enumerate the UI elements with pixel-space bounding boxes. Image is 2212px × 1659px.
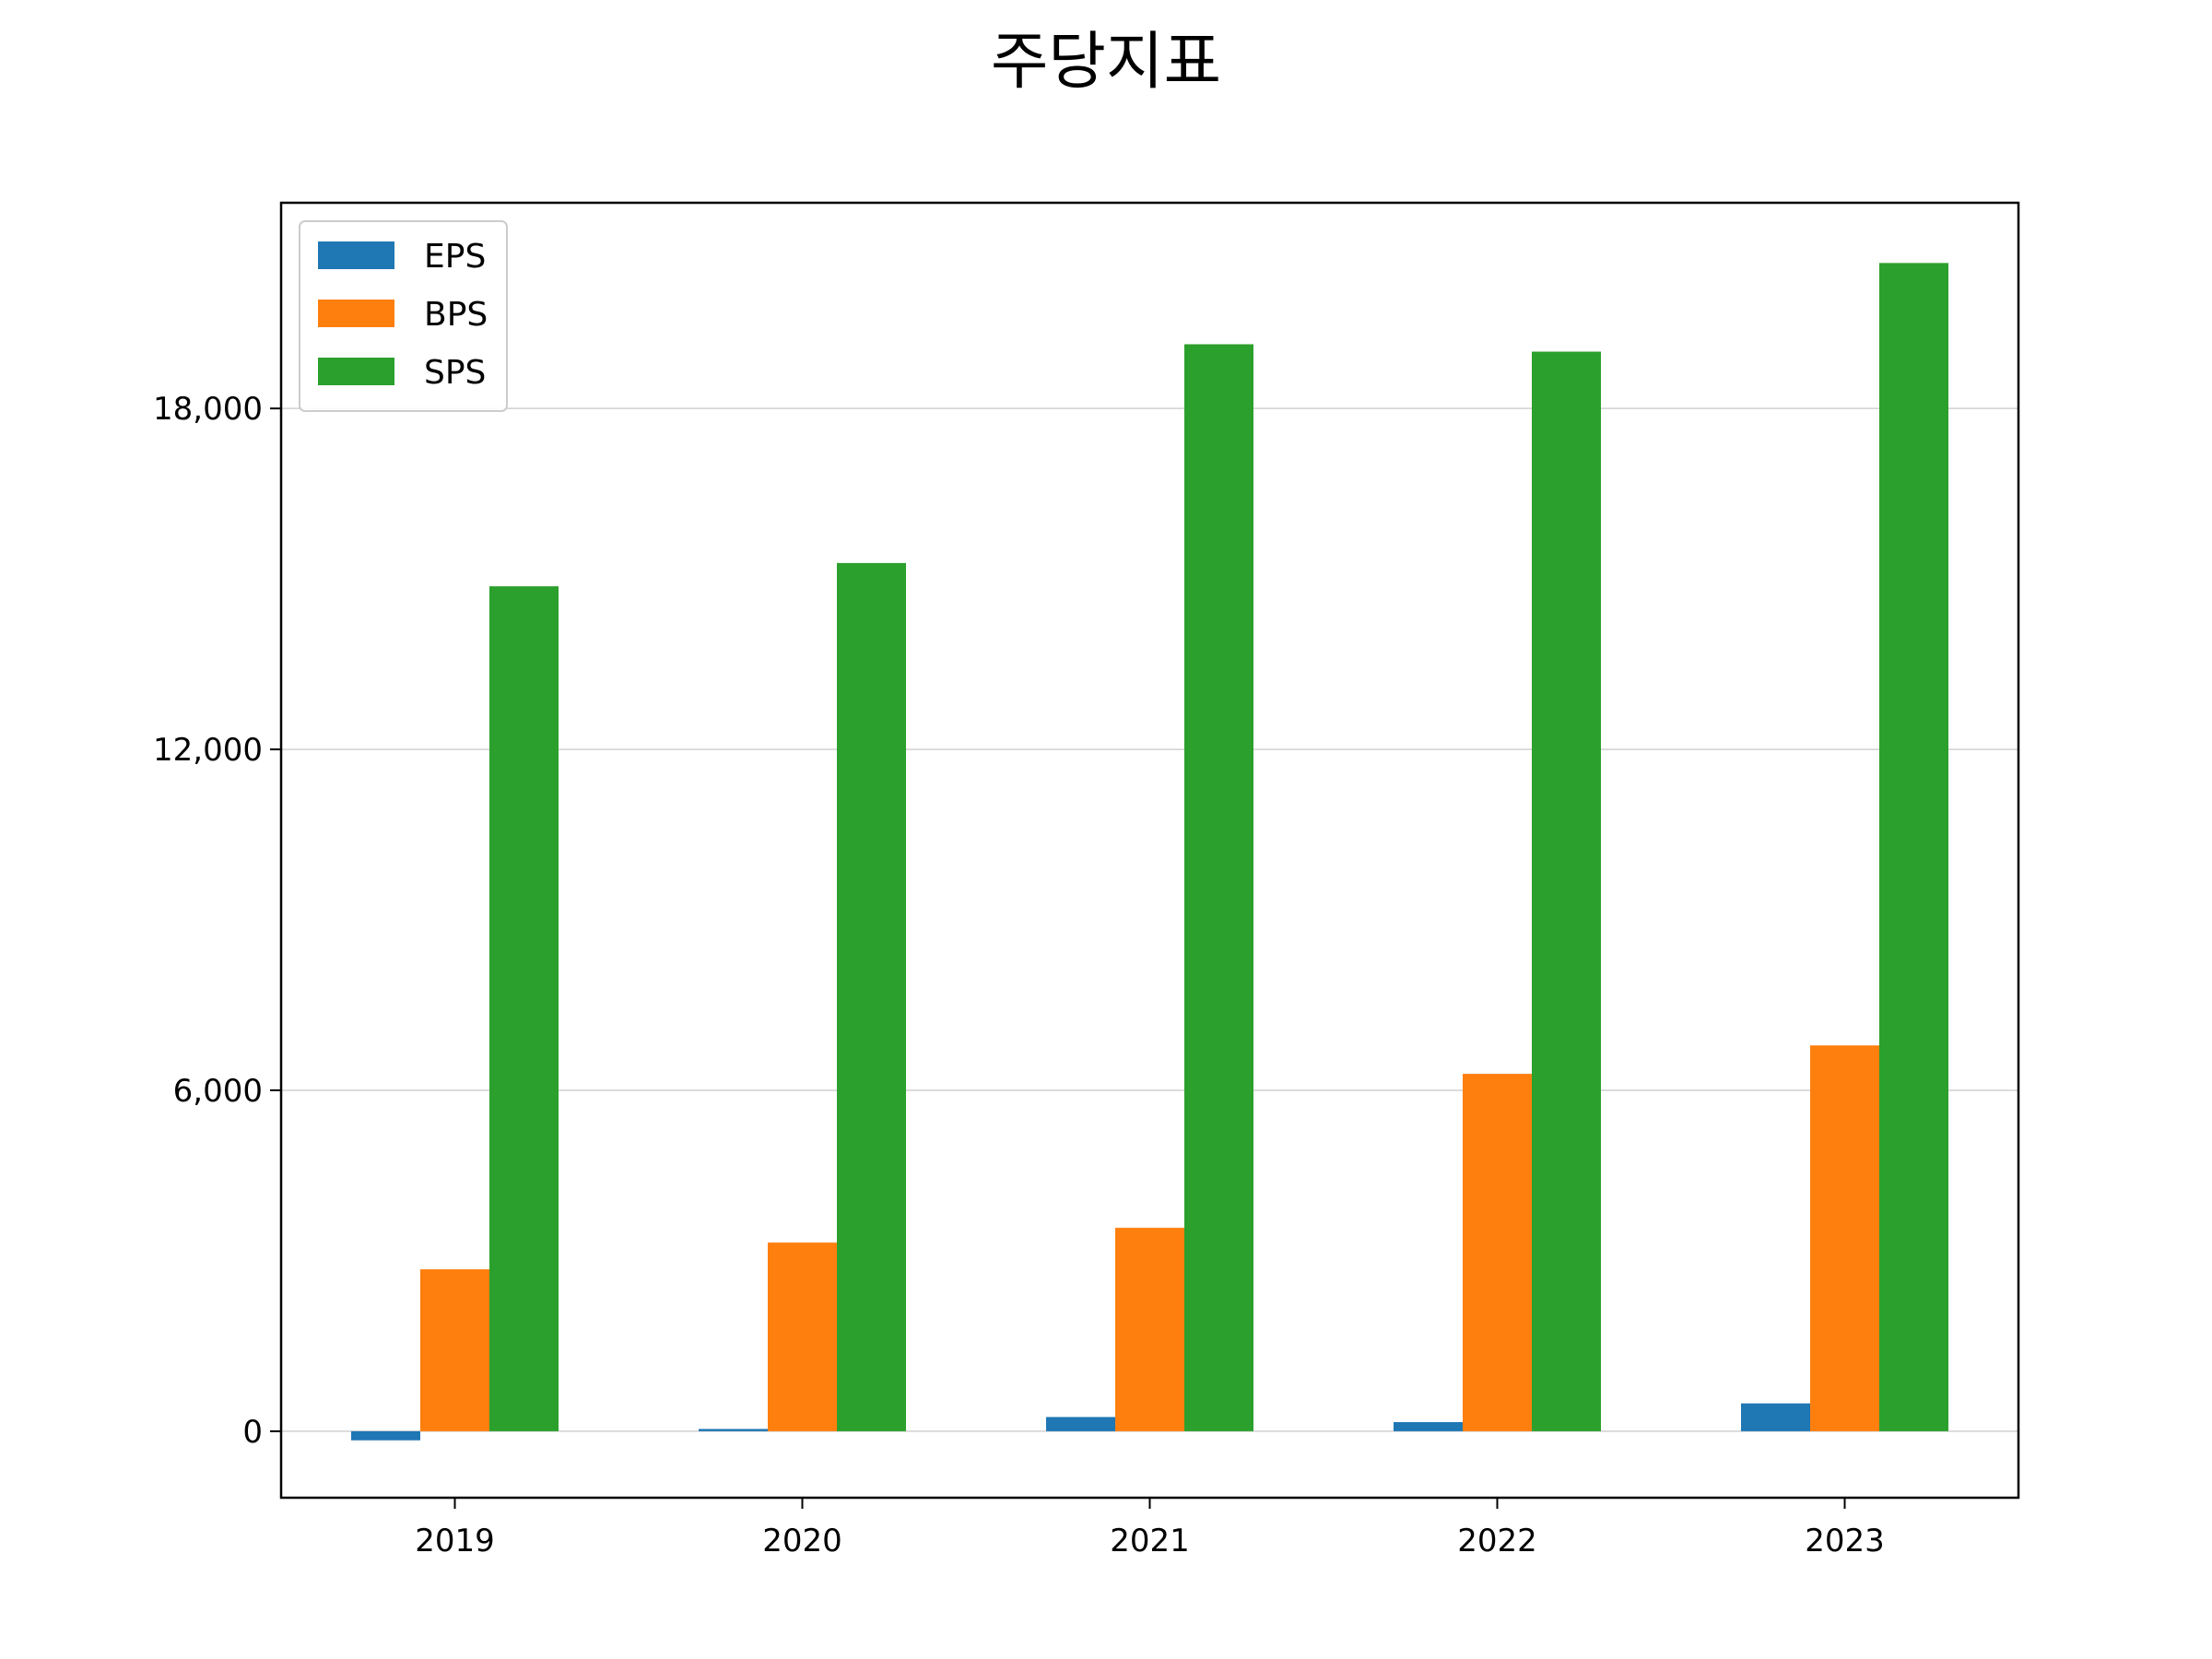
y-tick-label: 6,000 — [173, 1073, 263, 1110]
legend-swatch-sps — [318, 358, 394, 385]
legend-label-sps: SPS — [424, 354, 486, 392]
y-tick-label: 18,000 — [153, 391, 263, 428]
bar-eps-2023 — [1741, 1403, 1810, 1431]
bar-bps-2020 — [768, 1242, 837, 1431]
legend: EPS BPS SPS — [299, 220, 508, 412]
x-tick-label: 2019 — [415, 1523, 495, 1559]
bar-bps-2022 — [1463, 1074, 1532, 1431]
legend-label-eps: EPS — [424, 238, 486, 276]
bar-eps-2019 — [351, 1430, 420, 1441]
legend-swatch-eps — [318, 241, 394, 269]
y-tick-label: 12,000 — [153, 732, 263, 769]
chart-title: 주당지표 — [991, 26, 1221, 99]
bar-sps-2019 — [489, 586, 559, 1431]
bar-eps-2022 — [1394, 1422, 1463, 1431]
y-tick-label: 0 — [242, 1414, 263, 1451]
bar-bps-2023 — [1810, 1045, 1879, 1431]
x-tick-label: 2021 — [1110, 1523, 1190, 1559]
x-tick-label: 2020 — [762, 1523, 842, 1559]
bars — [351, 263, 1948, 1441]
plot-frame — [279, 201, 2020, 1500]
bar-bps-2019 — [420, 1269, 489, 1431]
x-tick-label: 2023 — [1805, 1523, 1885, 1559]
bar-bps-2021 — [1115, 1228, 1184, 1431]
bar-eps-2020 — [699, 1429, 768, 1431]
bar-sps-2022 — [1532, 351, 1601, 1431]
bar-sps-2021 — [1184, 344, 1253, 1431]
bar-eps-2021 — [1046, 1417, 1115, 1431]
x-tick-label: 2022 — [1457, 1523, 1537, 1559]
bar-sps-2020 — [837, 562, 906, 1431]
axes: 0 6,000 12,000 18,000 2019 2020 2021 2022 2023 — [153, 201, 2020, 1559]
bar-sps-2023 — [1879, 263, 1948, 1431]
legend-label-bps: BPS — [424, 296, 488, 334]
legend-swatch-bps — [318, 300, 394, 327]
